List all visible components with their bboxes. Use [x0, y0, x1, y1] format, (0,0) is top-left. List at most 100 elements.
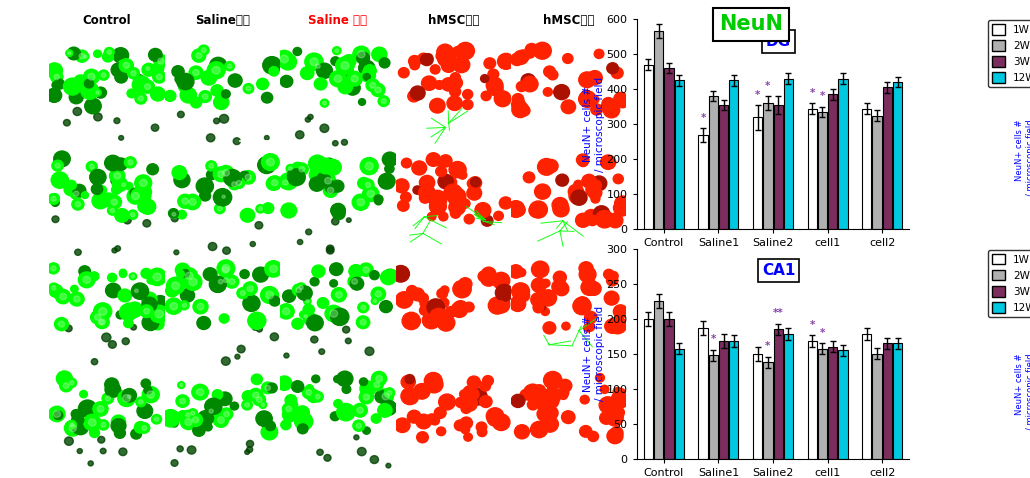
Circle shape	[151, 63, 164, 75]
Circle shape	[182, 198, 188, 205]
Circle shape	[375, 291, 381, 297]
Circle shape	[351, 76, 358, 82]
Circle shape	[256, 326, 263, 332]
Circle shape	[197, 316, 210, 329]
Circle shape	[240, 291, 245, 295]
Circle shape	[177, 411, 188, 422]
Circle shape	[282, 408, 298, 422]
Circle shape	[612, 406, 624, 419]
Circle shape	[180, 289, 195, 302]
Circle shape	[586, 184, 599, 196]
Circle shape	[424, 54, 433, 62]
Circle shape	[84, 98, 101, 114]
Circle shape	[436, 51, 447, 61]
Circle shape	[348, 275, 362, 288]
Circle shape	[66, 50, 73, 56]
Circle shape	[241, 171, 255, 184]
Circle shape	[553, 271, 566, 283]
Circle shape	[401, 192, 411, 202]
Circle shape	[449, 199, 466, 215]
Circle shape	[444, 184, 462, 201]
Circle shape	[547, 70, 558, 80]
Circle shape	[60, 293, 66, 300]
Circle shape	[315, 394, 320, 399]
Circle shape	[144, 386, 151, 394]
Circle shape	[64, 183, 77, 196]
Circle shape	[599, 397, 616, 413]
Circle shape	[488, 297, 507, 314]
Circle shape	[92, 184, 103, 195]
Circle shape	[327, 245, 334, 252]
Circle shape	[255, 222, 263, 229]
Circle shape	[142, 425, 146, 430]
Circle shape	[554, 85, 570, 99]
Circle shape	[286, 406, 291, 412]
Circle shape	[270, 333, 278, 341]
Circle shape	[334, 75, 342, 82]
Circle shape	[219, 114, 229, 123]
Circle shape	[54, 411, 61, 417]
Circle shape	[132, 283, 148, 299]
Circle shape	[107, 206, 117, 215]
Circle shape	[182, 304, 186, 307]
Circle shape	[336, 292, 342, 298]
Circle shape	[543, 87, 552, 96]
Circle shape	[203, 268, 217, 281]
Text: *: *	[765, 341, 770, 351]
Circle shape	[79, 54, 84, 59]
Circle shape	[511, 53, 523, 65]
Circle shape	[135, 289, 138, 293]
Circle shape	[242, 391, 253, 402]
Circle shape	[185, 272, 193, 280]
Circle shape	[387, 391, 391, 395]
Circle shape	[534, 385, 546, 397]
Circle shape	[529, 204, 544, 217]
Circle shape	[451, 302, 468, 317]
Circle shape	[262, 424, 278, 440]
Circle shape	[523, 384, 542, 402]
Circle shape	[67, 47, 80, 60]
Circle shape	[81, 192, 89, 198]
Circle shape	[559, 388, 569, 397]
Circle shape	[178, 382, 184, 389]
Circle shape	[123, 338, 130, 345]
Circle shape	[394, 179, 409, 193]
Circle shape	[277, 376, 291, 391]
Circle shape	[316, 63, 333, 78]
Circle shape	[296, 131, 304, 139]
Circle shape	[135, 93, 146, 104]
Circle shape	[510, 296, 525, 312]
Circle shape	[261, 287, 278, 304]
Circle shape	[78, 272, 95, 288]
Circle shape	[521, 74, 536, 87]
Circle shape	[411, 289, 420, 297]
Circle shape	[381, 99, 386, 104]
Circle shape	[102, 333, 111, 342]
Circle shape	[452, 46, 464, 57]
Circle shape	[613, 388, 622, 396]
Circle shape	[64, 78, 81, 95]
Circle shape	[580, 395, 589, 404]
Circle shape	[118, 60, 127, 68]
Circle shape	[196, 388, 202, 394]
Circle shape	[331, 308, 349, 326]
Circle shape	[114, 208, 129, 222]
Circle shape	[543, 393, 559, 408]
Circle shape	[486, 77, 503, 93]
Circle shape	[237, 345, 245, 353]
Circle shape	[69, 90, 83, 104]
Circle shape	[417, 432, 428, 443]
Circle shape	[487, 412, 503, 426]
Circle shape	[245, 450, 249, 455]
Circle shape	[517, 268, 525, 277]
Circle shape	[206, 407, 216, 416]
Circle shape	[112, 177, 128, 192]
Circle shape	[259, 401, 267, 408]
Text: **: **	[772, 308, 784, 318]
Circle shape	[54, 75, 60, 79]
Circle shape	[222, 247, 231, 254]
Circle shape	[171, 215, 178, 222]
Circle shape	[279, 177, 291, 188]
Circle shape	[427, 299, 444, 315]
Circle shape	[303, 386, 315, 399]
